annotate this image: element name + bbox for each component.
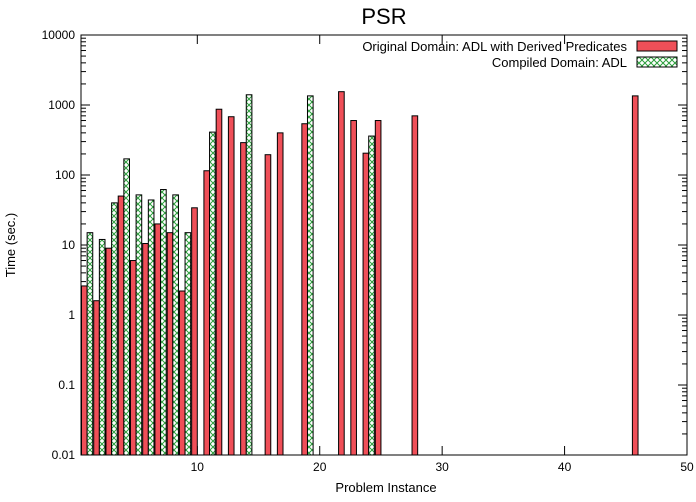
bar-compiled-domain — [306, 95, 314, 456]
x-tick-label: 40 — [558, 460, 572, 474]
bar-compiled-domain — [86, 232, 94, 456]
bar-original-domain — [338, 91, 345, 456]
bar-original-domain — [191, 207, 198, 456]
bar-compiled-domain — [160, 189, 167, 456]
x-tick-label: 20 — [313, 460, 327, 474]
y-tick-label: 1000 — [48, 98, 75, 112]
bar-original-domain — [240, 142, 247, 456]
y-tick-label: 100 — [55, 168, 75, 182]
x-tick-label: 10 — [191, 460, 205, 474]
y-tick-label: 0.01 — [52, 448, 76, 462]
bar-compiled-domain — [368, 135, 375, 456]
bar-original-domain — [117, 195, 125, 456]
bar-compiled-domain — [147, 199, 155, 456]
bar-original-domain — [276, 132, 284, 456]
plot-area: 0.01 0.1 1 10 100 1000 10000 10 20 30 40 50 Original… — [42, 28, 694, 474]
bar-compiled-domain — [209, 131, 216, 456]
bar-original-domain — [301, 123, 308, 456]
bar-compiled-domain — [135, 194, 143, 456]
legend-swatch — [636, 40, 678, 52]
bar-compiled-domain — [123, 158, 130, 456]
bar-original-domain — [264, 154, 272, 456]
bar-original-domain — [203, 170, 211, 456]
bar-original-domain — [374, 120, 382, 456]
bar-original-domain — [350, 120, 357, 456]
x-tick-label: 30 — [435, 460, 449, 474]
bar-original-domain — [154, 223, 162, 456]
x-axis-label: Problem Instance — [335, 480, 436, 495]
legend-swatch — [636, 56, 678, 68]
y-tick-label: 0.1 — [58, 378, 75, 392]
bar-compiled-domain — [111, 202, 118, 456]
bar-original-domain — [178, 290, 186, 456]
bar-compiled-domain — [172, 194, 179, 456]
bar-original-domain — [215, 108, 223, 456]
chart-title: PSR — [361, 4, 406, 29]
y-tick-label: 10 — [62, 238, 76, 252]
bar-original-domain — [93, 300, 100, 456]
bar-original-domain — [227, 116, 235, 456]
bar-original-domain — [142, 243, 149, 456]
bar-original-domain — [362, 152, 370, 456]
bar-original-domain — [129, 260, 137, 456]
y-tick-label: 1 — [68, 308, 75, 322]
y-axis-label: Time (sec.) — [3, 213, 18, 278]
legend-label: Compiled Domain: ADL — [492, 55, 627, 70]
y-tick-label: 10000 — [42, 28, 76, 42]
bar-original-domain — [166, 232, 174, 456]
bar-compiled-domain — [98, 238, 106, 456]
bar-compiled-domain — [184, 232, 192, 456]
x-tick-label: 50 — [680, 460, 694, 474]
legend-label: Original Domain: ADL with Derived Predic… — [362, 39, 627, 54]
bar-original-domain — [105, 247, 113, 456]
bar-original-domain — [631, 95, 639, 456]
bar-original-domain — [411, 115, 419, 456]
bar-compiled-domain — [245, 94, 253, 456]
bar-original-domain — [80, 285, 88, 456]
